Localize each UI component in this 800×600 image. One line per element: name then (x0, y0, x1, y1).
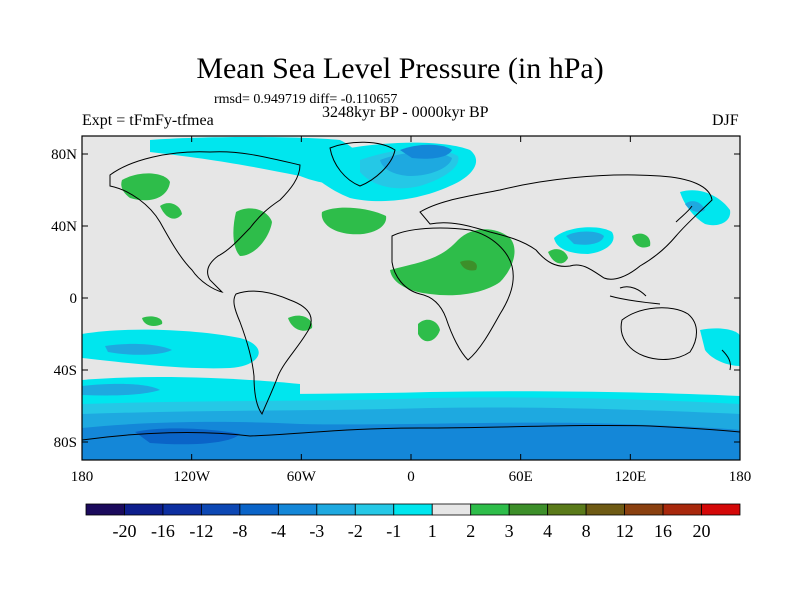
colorbar-swatch (508, 503, 549, 516)
colorbar-label: 20 (693, 521, 711, 541)
contour-neg2-tibet (566, 231, 604, 245)
x-tick-label: 0 (407, 469, 415, 485)
coast-australia (620, 307, 697, 360)
season-label: DJF (712, 112, 739, 129)
coast-africa (391, 227, 514, 361)
x-tick-label: 60W (287, 469, 317, 485)
coast-indonesia (609, 286, 661, 305)
y-tick-label: 80N (51, 147, 77, 163)
x-tick-label: 120E (614, 469, 646, 485)
contour-pos2-sahara (460, 260, 477, 271)
contour-pos1-sahara-arabia (390, 229, 515, 296)
colorbar: -20 -16 -12 -8 -4 -3 -2 -1 1 2 3 4 8 12 16 20 (85, 503, 741, 541)
coast-south-america (233, 290, 312, 416)
colorbar-swatch (585, 503, 625, 516)
colorbar-label: -3 (309, 521, 324, 541)
contour-neg2-south-indian (82, 383, 160, 396)
contour-neg1-sw-pacific (700, 328, 740, 366)
y-axis: 80N 40N 0 40S 80S (51, 147, 740, 451)
x-tick-label: 180 (729, 469, 752, 485)
coastlines (82, 141, 740, 441)
contour-pos1-north-pacific-2 (160, 203, 182, 219)
colorbar-label: 8 (582, 521, 591, 541)
contour-neg2-south-pacific (105, 343, 172, 355)
colorbar-label: -8 (232, 521, 247, 541)
y-tick-label: 40N (51, 219, 77, 235)
contour-pos1-east-pacific (142, 316, 163, 326)
x-tick-label: 60E (509, 469, 533, 485)
coast-north-america (109, 151, 301, 293)
colorbar-label: 4 (543, 521, 552, 541)
colorbar-swatch (277, 503, 318, 516)
y-tick-label: 80S (54, 435, 77, 451)
colorbar-label: -4 (271, 521, 286, 541)
colorbar-label: 2 (466, 521, 475, 541)
contour-neg2-north-pacific (685, 201, 705, 212)
colorbar-swatch (547, 503, 587, 516)
colorbar-swatch (85, 503, 125, 516)
experiment-label: Expt = tFmFy-tfmea (82, 112, 214, 129)
contour-pos1-south-atlantic (418, 319, 440, 342)
plot-title: Mean Sea Level Pressure (in hPa) (196, 52, 604, 85)
contour-pos1-north-pacific (121, 173, 170, 201)
colorbar-swatch (624, 503, 664, 516)
coast-eurasia (419, 174, 713, 280)
colorbar-swatch (201, 503, 241, 516)
contour-pos1-north-america (233, 208, 272, 256)
colorbar-swatch (124, 503, 164, 516)
colorbar-swatch (662, 503, 702, 516)
contour-neg1-north-pacific (680, 190, 731, 226)
colorbar-swatch (393, 503, 433, 516)
coast-japan (675, 205, 693, 223)
colorbar-swatch (701, 503, 741, 516)
colorbar-swatch (239, 503, 279, 516)
colorbar-label: -20 (112, 521, 136, 541)
coast-antarctica (82, 424, 740, 441)
anomaly-field (82, 137, 740, 460)
colorbar-label: -12 (189, 521, 213, 541)
colorbar-swatch (162, 503, 202, 516)
colorbar-swatch (431, 503, 472, 516)
y-tick-label: 0 (70, 291, 78, 307)
contour-pos1-south-america (288, 315, 313, 331)
colorbar-label: 12 (616, 521, 634, 541)
colorbar-swatch (470, 503, 510, 516)
coast-new-zealand (721, 349, 731, 371)
colorbar-label: 3 (505, 521, 514, 541)
contour-pos1-india (548, 249, 568, 264)
colorbar-swatch (354, 503, 395, 516)
colorbar-label: -16 (151, 521, 175, 541)
colorbar-label: 1 (428, 521, 437, 541)
contour-pos1-mid-atlantic (321, 207, 387, 235)
x-axis: 180 120W 60W 0 60E 120E 180 (71, 136, 752, 485)
colorbar-swatch (316, 503, 356, 516)
contour-neg4-antarctica (82, 421, 740, 460)
stats-line: rmsd= 0.949719 diff= -0.110657 (214, 92, 398, 107)
contour-neg1-south-pacific (82, 329, 259, 369)
y-tick-label: 40S (54, 363, 77, 379)
contour-pos1-east-asia (632, 233, 651, 248)
contour-neg4-nordic-seas (400, 144, 452, 159)
x-tick-label: 120W (173, 469, 211, 485)
coast-greenland (329, 141, 396, 187)
colorbar-label: -2 (348, 521, 363, 541)
x-tick-label: 180 (71, 469, 94, 485)
colorbar-label: 16 (654, 521, 672, 541)
period-label: 3248kyr BP - 0000kyr BP (322, 104, 489, 121)
colorbar-label: -1 (386, 521, 401, 541)
